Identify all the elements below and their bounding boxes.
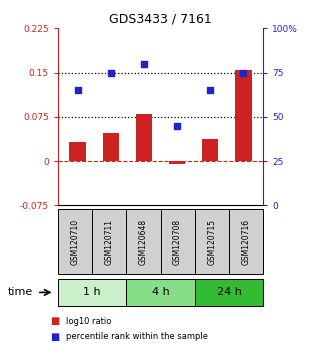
- Text: GDS3433 / 7161: GDS3433 / 7161: [109, 12, 212, 25]
- Text: GSM120716: GSM120716: [242, 218, 251, 265]
- Point: [175, 123, 180, 129]
- Bar: [102, 133, 119, 161]
- Text: percentile rank within the sample: percentile rank within the sample: [66, 332, 208, 341]
- Text: ■: ■: [50, 332, 59, 342]
- Text: time: time: [8, 287, 33, 297]
- Text: GSM120715: GSM120715: [207, 218, 216, 265]
- Text: 4 h: 4 h: [152, 287, 169, 297]
- Bar: [235, 70, 252, 161]
- Point: [75, 87, 80, 93]
- Text: GSM120711: GSM120711: [105, 219, 114, 264]
- Text: GSM120708: GSM120708: [173, 218, 182, 265]
- Point: [108, 70, 113, 75]
- Point: [208, 87, 213, 93]
- Bar: [169, 161, 185, 164]
- Bar: [202, 139, 219, 161]
- Text: GSM120710: GSM120710: [70, 218, 79, 265]
- Text: log10 ratio: log10 ratio: [66, 316, 111, 326]
- Bar: [136, 114, 152, 161]
- Text: ■: ■: [50, 316, 59, 326]
- Text: 24 h: 24 h: [217, 287, 241, 297]
- Bar: [69, 142, 86, 161]
- Text: GSM120648: GSM120648: [139, 218, 148, 265]
- Text: 1 h: 1 h: [83, 287, 101, 297]
- Point: [141, 61, 146, 67]
- Point: [241, 70, 246, 75]
